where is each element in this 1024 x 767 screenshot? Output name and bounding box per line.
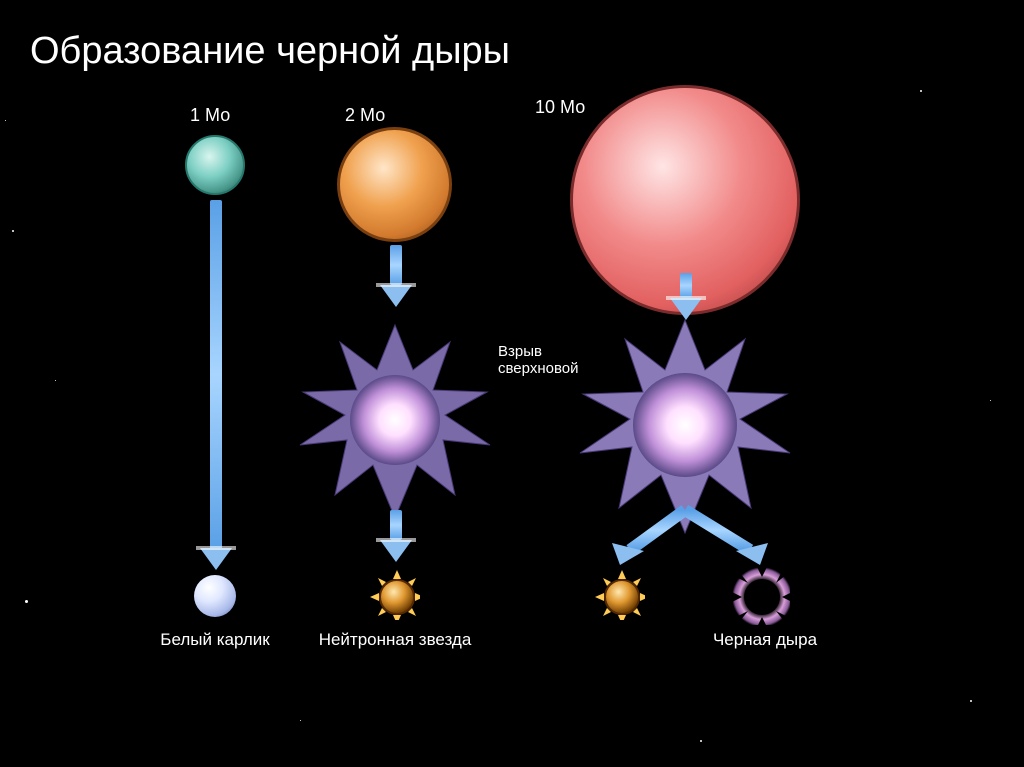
black-hole-icon bbox=[730, 565, 790, 625]
supernova-1-icon bbox=[295, 320, 495, 520]
arrow-1 bbox=[215, 200, 216, 570]
star-1mo bbox=[185, 135, 245, 195]
label-black-hole: Черная дыра bbox=[700, 630, 830, 650]
mass-label-2: 2 Мо bbox=[345, 105, 385, 126]
label-supernova: Взрыв сверхновой bbox=[498, 343, 578, 377]
mass-label-3: 10 Мо bbox=[535, 97, 585, 118]
star-2mo bbox=[337, 127, 452, 242]
mass-label-1: 1 Мо bbox=[190, 105, 230, 126]
neutron-star-1-icon bbox=[370, 570, 420, 620]
neutron-star-2-icon bbox=[595, 570, 645, 620]
label-white-dwarf: Белый карлик bbox=[150, 630, 280, 650]
page-title: Образование черной дыры bbox=[30, 30, 510, 73]
white-dwarf-icon bbox=[194, 575, 236, 617]
stellar-evolution-diagram: 1 Мо 2 Мо 10 Мо Белый карлик Взрыв сверх… bbox=[140, 105, 880, 685]
supernova-2-icon bbox=[575, 315, 795, 535]
supernova-text: Взрыв сверхновой bbox=[498, 343, 578, 377]
label-neutron-star: Нейтронная звезда bbox=[305, 630, 485, 650]
